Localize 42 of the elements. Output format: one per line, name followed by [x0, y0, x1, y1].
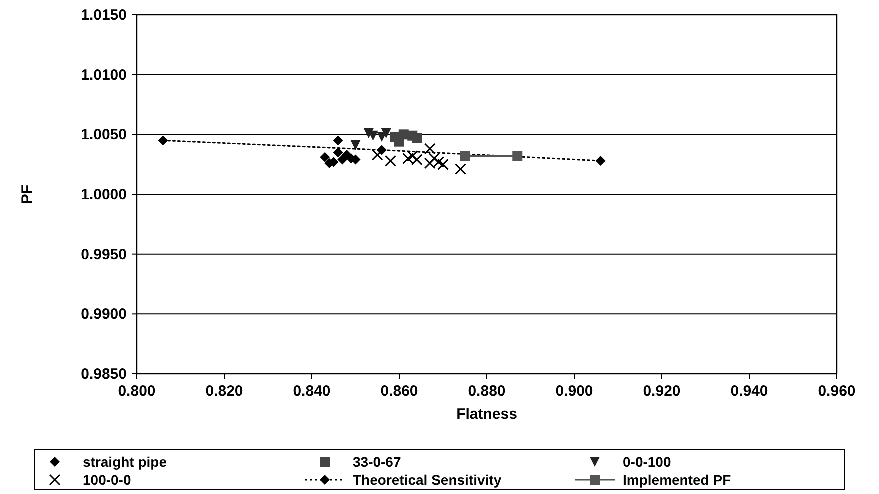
x-axis-title: Flatness — [456, 406, 518, 423]
point — [158, 136, 168, 146]
y-tick-label: 1.0100 — [81, 66, 127, 84]
x-tick-label: 0.840 — [293, 383, 331, 400]
point — [350, 140, 361, 150]
x-tick-label: 0.900 — [556, 383, 594, 400]
point — [424, 143, 436, 155]
y-tick-label: 1.0050 — [81, 126, 127, 144]
y-tick-label: 0.9950 — [81, 246, 127, 264]
point — [377, 145, 387, 156]
point — [333, 148, 344, 158]
point — [460, 151, 470, 162]
y-tick-label: 1.0150 — [81, 7, 127, 24]
point — [406, 150, 418, 162]
point — [372, 149, 384, 161]
point — [385, 155, 396, 167]
legend-label: 100-0-0 — [83, 472, 132, 488]
x-tick-label: 0.800 — [118, 383, 156, 400]
legend-label: straight pipe — [83, 454, 168, 470]
x-tick-label: 0.820 — [206, 383, 244, 400]
y-axis-title: PF — [19, 184, 36, 204]
point — [338, 154, 348, 165]
point — [381, 128, 392, 138]
legend-label: 33-0-67 — [353, 454, 402, 470]
y-tick-label: 0.9850 — [81, 366, 127, 383]
point — [512, 151, 523, 162]
point — [455, 164, 466, 176]
x-tick-label: 0.860 — [380, 383, 418, 400]
x-tick-label: 0.960 — [818, 383, 856, 400]
point — [333, 136, 344, 146]
point — [320, 152, 330, 162]
point — [412, 133, 422, 144]
y-tick-label: 1.0000 — [81, 186, 127, 204]
legend-label: Implemented PF — [623, 472, 732, 488]
legend-label: Theoretical Sensitivity — [353, 472, 502, 488]
y-tick-label: 0.9900 — [81, 306, 127, 324]
x-tick-label: 0.920 — [643, 383, 681, 400]
point — [596, 156, 606, 166]
x-tick-label: 0.880 — [468, 383, 506, 400]
point — [428, 152, 440, 164]
x-tick-label: 0.940 — [730, 383, 768, 400]
legend-label: 0-0-100 — [623, 454, 672, 470]
